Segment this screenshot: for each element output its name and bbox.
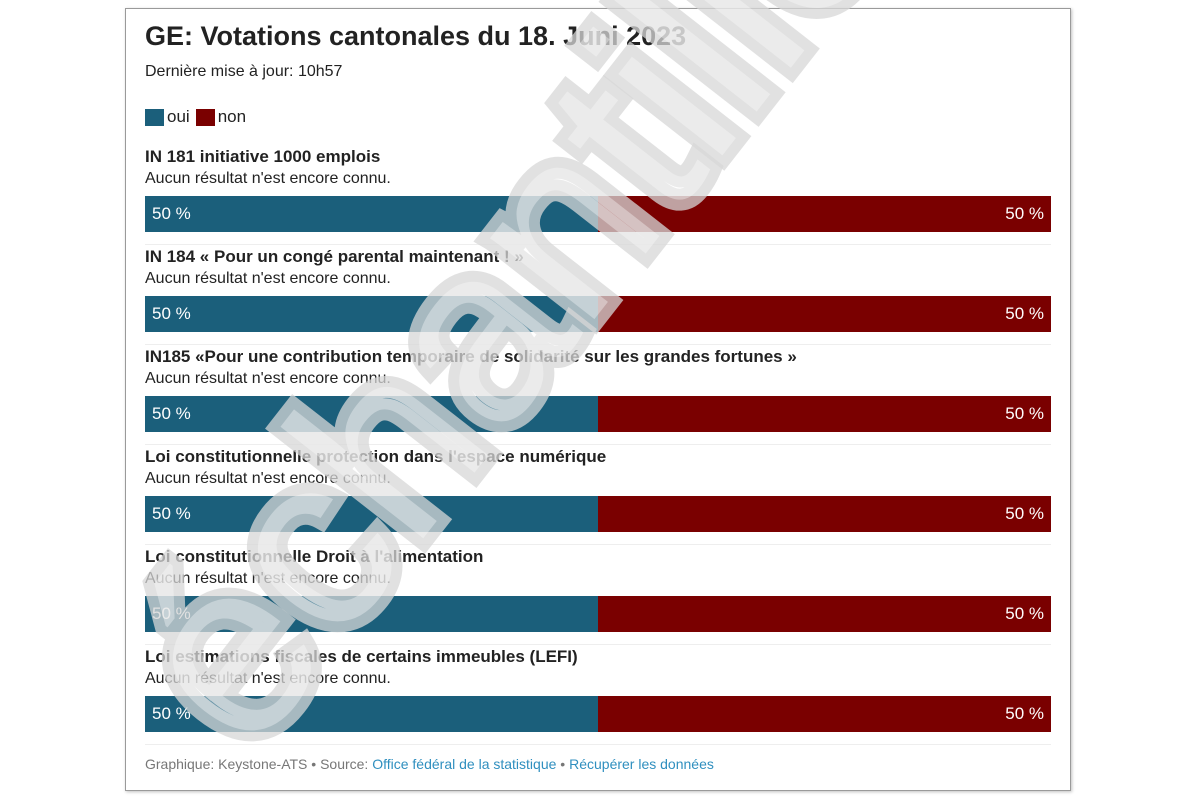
status-note: Aucun résultat n'est encore connu. bbox=[145, 170, 391, 187]
source-link[interactable]: Office fédéral de la statistique bbox=[372, 756, 557, 772]
source-label: Source: bbox=[320, 756, 373, 772]
question-title: IN185 «Pour une contribution temporaire … bbox=[145, 347, 797, 366]
legend-swatch-oui bbox=[145, 108, 164, 126]
data-label-oui: 50 % bbox=[152, 604, 191, 623]
status-note: Aucun résultat n'est encore connu. bbox=[145, 670, 391, 687]
bar-segment-oui: 50 % bbox=[145, 396, 598, 432]
result-bar: 50 % 50 % bbox=[145, 296, 1051, 332]
result-bar: 50 % 50 % bbox=[145, 596, 1051, 632]
results-list: IN 181 initiative 1000 emplois Aucun rés… bbox=[145, 145, 1051, 745]
data-label-oui: 50 % bbox=[152, 504, 191, 523]
separator: • bbox=[556, 756, 570, 772]
bar-segment-oui: 50 % bbox=[145, 596, 598, 632]
question-title: Loi estimations fiscales de certains imm… bbox=[145, 647, 578, 666]
result-row: IN 184 « Pour un congé parental maintena… bbox=[145, 245, 1051, 345]
bar-segment-oui: 50 % bbox=[145, 696, 598, 732]
legend-label-non: non bbox=[217, 107, 247, 126]
legend-swatch-non bbox=[195, 108, 215, 126]
result-row: Loi estimations fiscales de certains imm… bbox=[145, 645, 1051, 745]
bar-segment-oui: 50 % bbox=[145, 296, 598, 332]
legend: oui non bbox=[145, 107, 252, 127]
bar-segment-non: 50 % bbox=[598, 396, 1051, 432]
data-label-non: 50 % bbox=[1005, 404, 1044, 423]
data-label-non: 50 % bbox=[1005, 704, 1044, 723]
question-title: IN 181 initiative 1000 emplois bbox=[145, 147, 381, 166]
data-label-non: 50 % bbox=[1005, 504, 1044, 523]
footer: Graphique: Keystone-ATS • Source: Office… bbox=[145, 756, 714, 772]
separator: • bbox=[307, 756, 321, 772]
bar-segment-non: 50 % bbox=[598, 196, 1051, 232]
chart-title: GE: Votations cantonales du 18. Juni 202… bbox=[145, 21, 687, 51]
result-bar: 50 % 50 % bbox=[145, 696, 1051, 732]
question-title: Loi constitutionnelle Droit à l'alimenta… bbox=[145, 547, 484, 566]
result-row: IN 181 initiative 1000 emplois Aucun rés… bbox=[145, 145, 1051, 245]
data-label-oui: 50 % bbox=[152, 404, 191, 423]
bar-segment-non: 50 % bbox=[598, 596, 1051, 632]
bar-segment-non: 50 % bbox=[598, 296, 1051, 332]
data-label-non: 50 % bbox=[1005, 204, 1044, 223]
question-title: IN 184 « Pour un congé parental maintena… bbox=[145, 247, 524, 266]
bar-segment-non: 50 % bbox=[598, 496, 1051, 532]
graphic-credit: Graphique: Keystone-ATS bbox=[145, 756, 308, 772]
legend-label-oui: oui bbox=[167, 107, 190, 126]
result-bar: 50 % 50 % bbox=[145, 496, 1051, 532]
bar-segment-oui: 50 % bbox=[145, 496, 598, 532]
data-label-non: 50 % bbox=[1005, 304, 1044, 323]
data-label-oui: 50 % bbox=[152, 704, 191, 723]
status-note: Aucun résultat n'est encore connu. bbox=[145, 570, 391, 587]
bar-segment-oui: 50 % bbox=[145, 196, 598, 232]
data-label-oui: 50 % bbox=[152, 304, 191, 323]
question-title: Loi constitutionnelle protection dans l'… bbox=[145, 447, 607, 466]
last-update: Dernière mise à jour: 10h57 bbox=[145, 63, 343, 80]
status-note: Aucun résultat n'est encore connu. bbox=[145, 370, 391, 387]
chart-card: GE: Votations cantonales du 18. Juni 202… bbox=[125, 8, 1071, 791]
result-bar: 50 % 50 % bbox=[145, 196, 1051, 232]
data-label-oui: 50 % bbox=[152, 204, 191, 223]
result-row: Loi constitutionnelle Droit à l'alimenta… bbox=[145, 545, 1051, 645]
result-row: Loi constitutionnelle protection dans l'… bbox=[145, 445, 1051, 545]
result-bar: 50 % 50 % bbox=[145, 396, 1051, 432]
status-note: Aucun résultat n'est encore connu. bbox=[145, 270, 391, 287]
download-data-link[interactable]: Récupérer les données bbox=[569, 756, 714, 772]
status-note: Aucun résultat n'est encore connu. bbox=[145, 470, 391, 487]
result-row: IN185 «Pour une contribution temporaire … bbox=[145, 345, 1051, 445]
data-label-non: 50 % bbox=[1005, 604, 1044, 623]
bar-segment-non: 50 % bbox=[598, 696, 1051, 732]
